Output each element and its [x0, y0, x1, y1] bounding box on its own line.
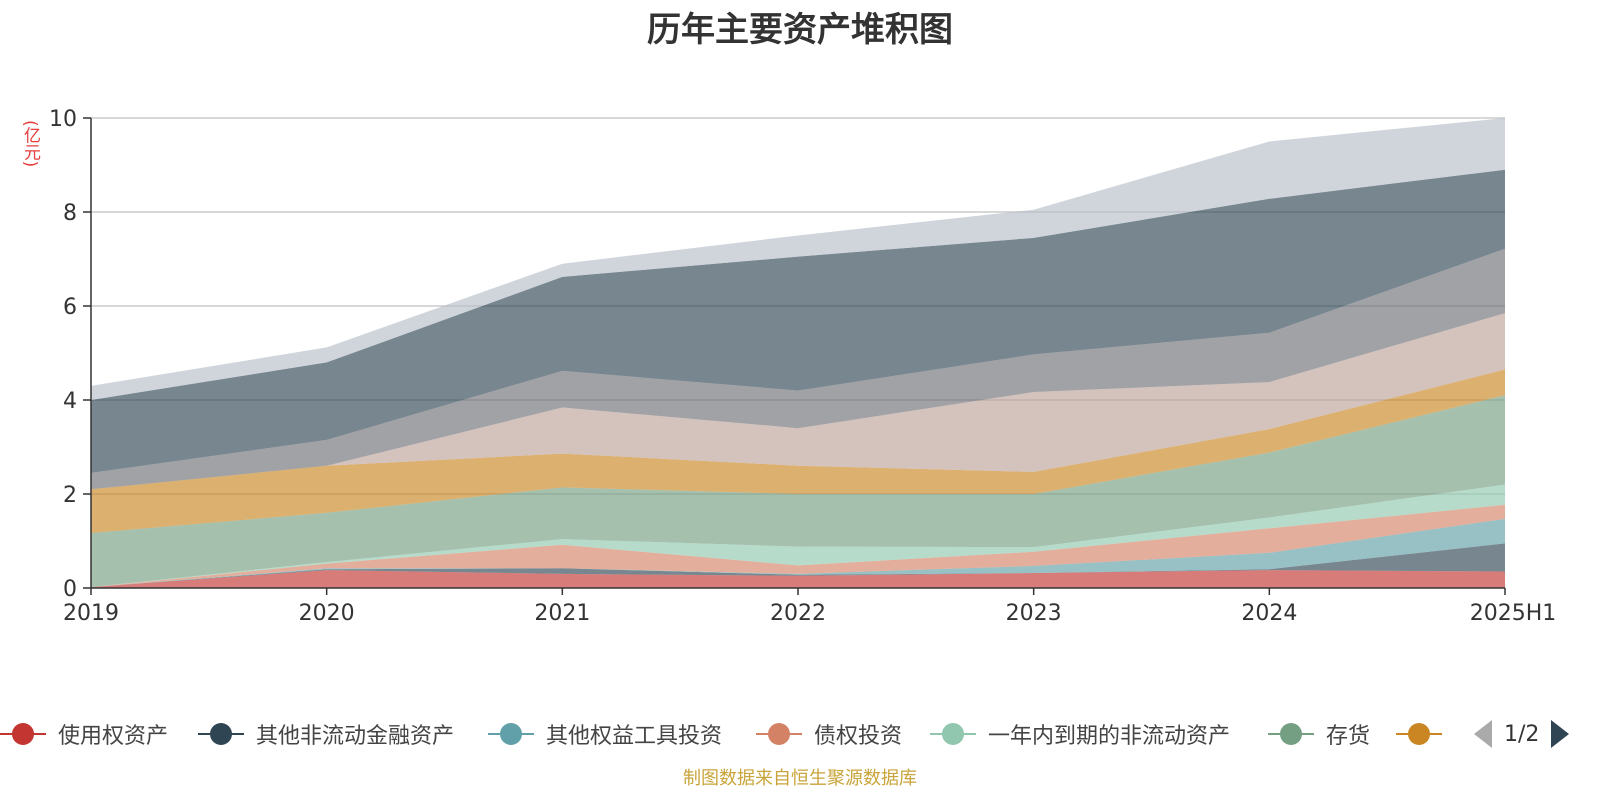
area-series-9	[91, 169, 1505, 473]
y-tick-label: 8	[63, 201, 77, 226]
legend-pager: 1/2	[1474, 716, 1570, 752]
chart-title: 历年主要资产堆积图	[647, 10, 953, 50]
y-tick-label: 6	[63, 295, 77, 320]
legend-marker-icon	[1396, 716, 1442, 752]
legend: 使用权资产 其他非流动金融资产 其他权益工具投资 债权投资 一年内到期的非流动资产 存货	[0, 716, 1600, 752]
next-page-icon[interactable]	[1551, 720, 1570, 748]
x-tick-label: 2019	[63, 601, 119, 626]
legend-item[interactable]	[1396, 716, 1442, 752]
legend-page-indicator: 1/2	[1504, 721, 1540, 747]
area-series-2	[91, 518, 1505, 588]
area-series-5	[91, 395, 1505, 588]
x-tick-label: 2020	[299, 601, 355, 626]
legend-label: 存货	[1326, 724, 1371, 749]
area-series-10	[91, 118, 1505, 400]
legend-marker-icon	[930, 716, 976, 752]
legend-item[interactable]: 债权投资	[756, 716, 902, 752]
area-series-0	[91, 570, 1505, 588]
legend-marker-icon	[756, 716, 802, 752]
legend-marker-icon	[0, 716, 46, 752]
legend-label: 使用权资产	[58, 724, 169, 749]
legend-item[interactable]: 存货	[1268, 716, 1370, 752]
legend-marker-icon	[198, 716, 244, 752]
x-tick-label: 2023	[1006, 601, 1062, 626]
area-series-group	[91, 118, 1505, 588]
area-series-3	[91, 504, 1505, 588]
area-series-8	[91, 248, 1505, 490]
x-tick-label: 2021	[534, 601, 590, 626]
x-tick-label: 2022	[770, 601, 826, 626]
legend-item[interactable]: 其他权益工具投资	[488, 716, 722, 752]
legend-item[interactable]: 一年内到期的非流动资产	[930, 716, 1230, 752]
y-tick-label: 0	[63, 577, 77, 602]
axes: 0 2 4 6 8 10 2019 2020 2021 2022 2023 2024 2025H1	[49, 107, 1556, 626]
area-series-6	[91, 369, 1505, 533]
y-tick-label: 10	[49, 107, 77, 132]
x-tick-label: 2025H1	[1470, 601, 1557, 626]
source-note: 制图数据来自恒生聚源数据库	[683, 768, 917, 789]
legend-label: 债权投资	[814, 724, 903, 749]
previous-page-icon[interactable]	[1474, 720, 1492, 748]
legend-label: 其他非流动金融资产	[256, 724, 455, 749]
y-tick-label: 2	[63, 483, 77, 508]
legend-label: 其他权益工具投资	[546, 724, 723, 749]
area-series-7	[91, 313, 1505, 490]
legend-item[interactable]: 其他非流动金融资产	[198, 716, 454, 752]
stacked-area-plot: 0 2 4 6 8 10 2019 2020 2021 2022 2023 2024 2025H1	[49, 107, 1556, 626]
y-tick-label: 4	[63, 389, 77, 414]
legend-marker-icon	[488, 716, 534, 752]
legend-label: 一年内到期的非流动资产	[988, 724, 1231, 749]
legend-item[interactable]: 使用权资产	[0, 716, 168, 752]
legend-marker-icon	[1268, 716, 1314, 752]
x-tick-label: 2024	[1241, 601, 1297, 626]
y-axis-unit-label: (亿元)	[20, 120, 40, 168]
